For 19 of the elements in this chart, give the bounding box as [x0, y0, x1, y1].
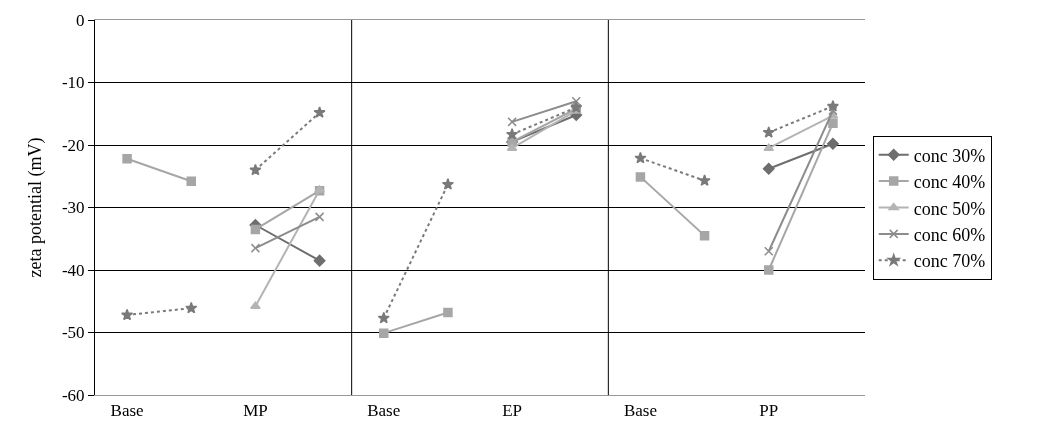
y-tick-label: -30	[61, 198, 85, 218]
x-tick-label: PP	[759, 401, 779, 421]
legend-label: conc 30%	[913, 145, 986, 166]
legend-label: conc 60%	[913, 224, 986, 245]
x-tick-label: MP	[243, 401, 268, 421]
y-tick-label: -50	[61, 323, 85, 343]
x-tick-label: Base	[110, 401, 144, 421]
x-tick-label: Base	[367, 401, 401, 421]
legend-label: conc 40%	[913, 172, 986, 193]
x-tick-label: EP	[502, 401, 522, 421]
y-tick-label: 0	[76, 10, 85, 30]
x-tick-label: Base	[623, 401, 657, 421]
legend-label: conc 50%	[913, 198, 986, 219]
y-tick-label: -40	[61, 260, 85, 280]
y-tick-label: -20	[61, 135, 85, 155]
y-tick-label: -10	[61, 73, 85, 93]
y-tick-label: -60	[61, 385, 85, 405]
y-axis-title: zeta potential (mV)	[25, 137, 47, 278]
legend-label: conc 70%	[913, 251, 986, 272]
